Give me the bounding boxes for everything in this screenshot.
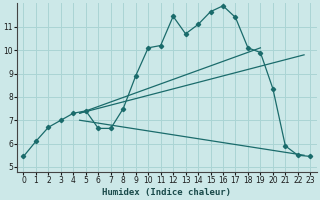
X-axis label: Humidex (Indice chaleur): Humidex (Indice chaleur) (102, 188, 231, 197)
